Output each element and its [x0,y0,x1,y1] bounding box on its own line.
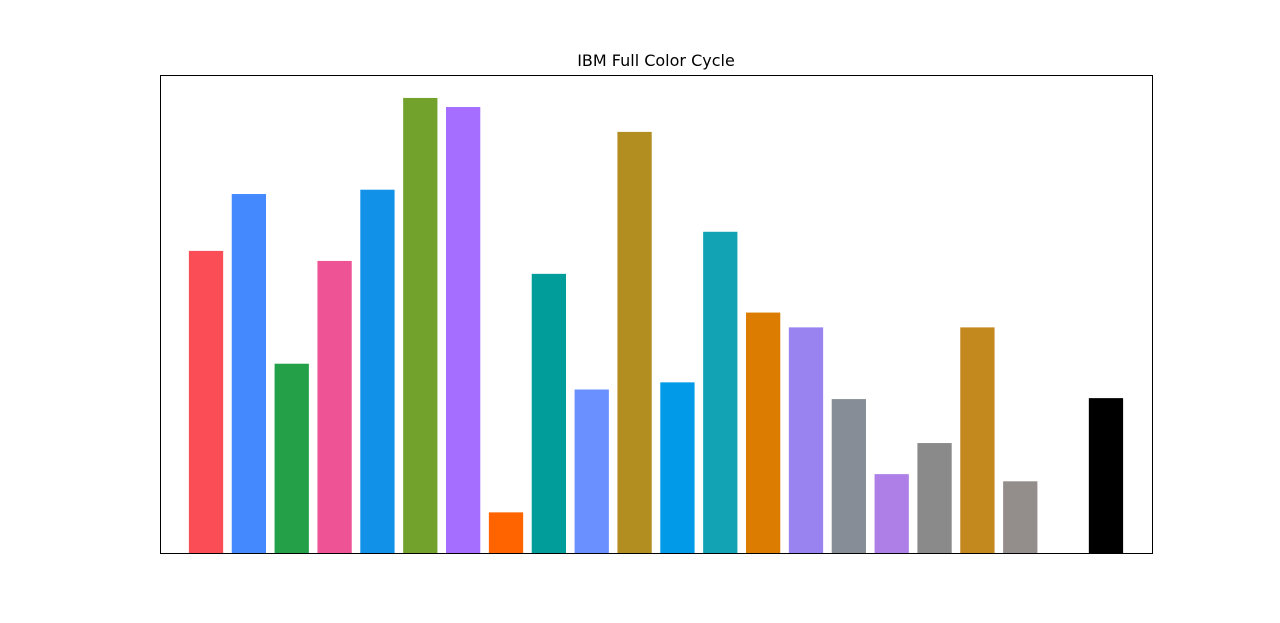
bar-13 [745,312,781,553]
bar-1 [231,194,267,553]
bar-19 [1003,481,1038,553]
bar-18 [960,327,995,553]
bar-9 [574,389,609,553]
bar-2 [274,363,309,553]
bar-21 [1088,398,1124,553]
bars-group [188,97,1124,553]
bar-7 [488,512,524,553]
bar-4 [360,189,395,553]
bar-5 [403,97,438,553]
bar-6 [446,107,481,553]
bar-16 [874,474,909,553]
bar-10 [617,131,652,553]
bar-17 [917,443,952,553]
bar-11 [660,382,695,553]
bar-3 [317,260,352,553]
bar-14 [788,327,824,553]
bar-15 [831,399,866,553]
chart-title: IBM Full Color Cycle [577,51,735,70]
bar-12 [703,231,738,553]
bar-8 [531,273,566,553]
plot-frame [160,75,1153,554]
bar-0 [188,250,224,553]
